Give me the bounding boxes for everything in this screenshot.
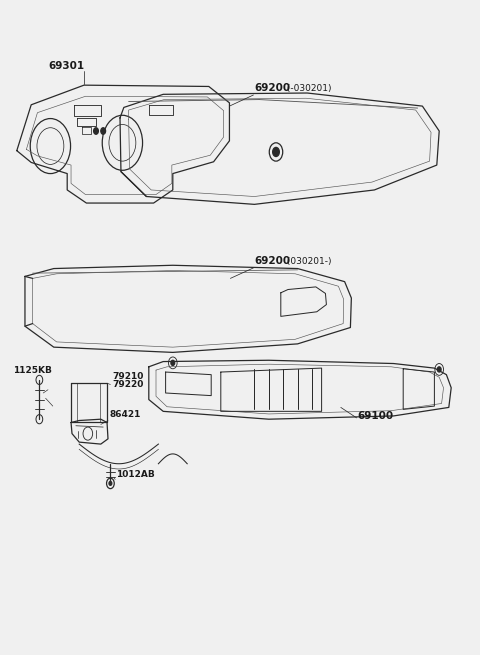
Text: 69100: 69100 <box>358 411 394 421</box>
Circle shape <box>171 360 175 365</box>
Circle shape <box>101 128 106 134</box>
Text: 79220: 79220 <box>113 380 144 389</box>
Text: 69200: 69200 <box>254 83 290 93</box>
Text: 69301: 69301 <box>48 61 84 71</box>
Text: (030201-): (030201-) <box>284 257 332 266</box>
Text: (-030201): (-030201) <box>284 84 332 93</box>
Circle shape <box>437 367 441 372</box>
Text: 79210: 79210 <box>113 372 144 381</box>
Text: 69200: 69200 <box>254 256 290 266</box>
Circle shape <box>109 481 112 485</box>
Text: 1125KB: 1125KB <box>13 365 52 375</box>
Circle shape <box>94 128 98 134</box>
Circle shape <box>273 147 279 157</box>
Text: 86421: 86421 <box>109 410 141 419</box>
Text: 1012AB: 1012AB <box>116 470 155 479</box>
